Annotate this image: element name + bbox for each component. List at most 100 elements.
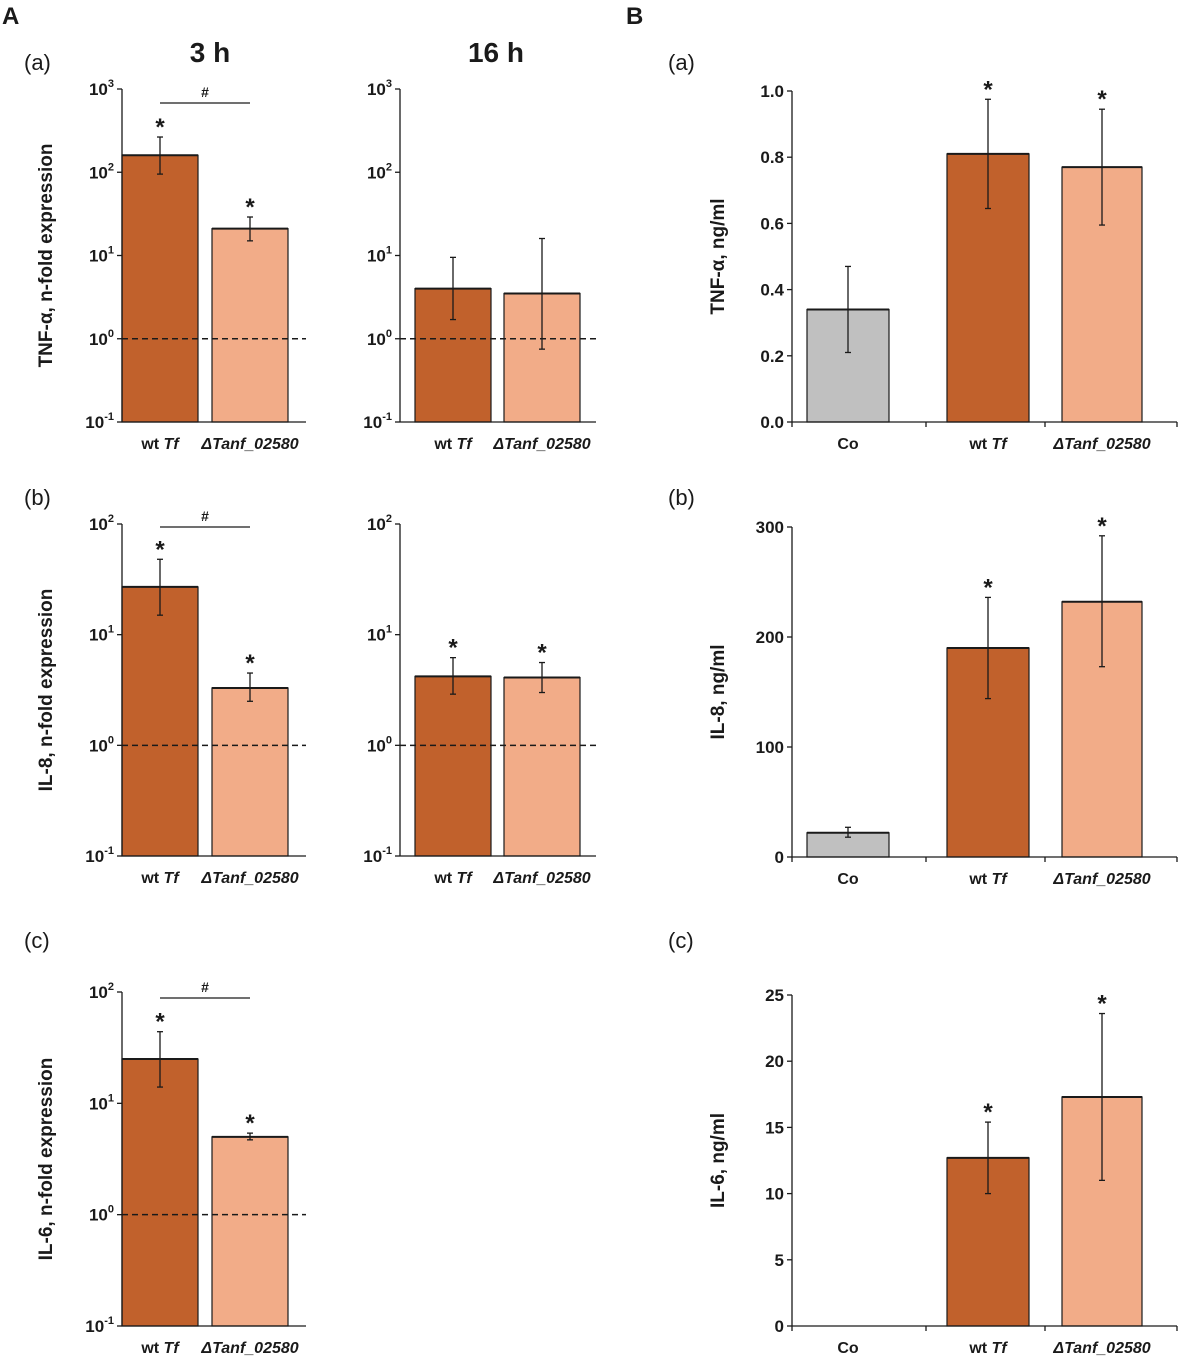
category-label: wt Tf: [140, 1340, 180, 1357]
y-tick-label: 100: [367, 328, 392, 349]
category-label: wt Tf: [140, 870, 180, 887]
significance-star: *: [245, 194, 255, 221]
category-label: wt Tf: [968, 436, 1008, 453]
y-tick-label: 102: [367, 513, 392, 534]
category-label: Co: [837, 1340, 859, 1357]
y-tick-label: 100: [89, 734, 114, 755]
y-tick-label: 101: [367, 245, 392, 266]
category-label: ΔTanf_02580: [492, 436, 590, 453]
significance-star: *: [155, 114, 165, 141]
y-axis-label: IL-6, n-fold expression: [36, 1058, 57, 1261]
significance-star: *: [537, 640, 547, 667]
y-tick-label: 1.0: [760, 82, 784, 101]
significance-star: *: [155, 1009, 165, 1036]
y-tick-label: 0: [775, 1317, 784, 1336]
y-tick-label: 103: [367, 78, 392, 99]
y-tick-label: 10-1: [363, 845, 392, 866]
time-16h-title: 16 h: [468, 37, 524, 68]
chart-a-b-16h: * * 10-1 100 101 102 wt Tf ΔTanf_02580: [363, 513, 596, 887]
sub-label-c-left: (c): [24, 928, 50, 953]
y-tick-label: 10-1: [85, 411, 114, 432]
y-axis-label: TNF-α, n-fold expression: [36, 144, 57, 368]
significance-star: *: [1097, 86, 1107, 113]
category-label: wt Tf: [968, 871, 1008, 888]
chart-b-c: * * 0 5 10 15 20 25 Co wt Tf ΔTanf_02580 IL-6, ng/m…: [708, 986, 1178, 1357]
category-label: Co: [837, 871, 859, 888]
sub-label-b-right: (b): [668, 485, 695, 510]
y-tick-label: 0.8: [760, 148, 784, 167]
panel-b-letter: B: [626, 3, 643, 30]
category-label: ΔTanf_02580: [200, 1340, 298, 1357]
significance-star: *: [983, 574, 993, 601]
y-tick-label: 10-1: [85, 1315, 114, 1336]
significance-star: *: [448, 635, 458, 662]
y-tick-label: 200: [756, 628, 784, 647]
y-axis-label: IL-8, n-fold expression: [36, 589, 57, 792]
y-tick-label: 102: [89, 513, 114, 534]
y-tick-label: 101: [89, 1092, 114, 1113]
y-tick-label: 102: [89, 981, 114, 1002]
significance-star: *: [1097, 991, 1107, 1018]
category-label: wt Tf: [433, 870, 473, 887]
chart-a-c-3h: * * 10-1 100 101 102 wt Tf ΔTanf_02580 IL-6, n-f…: [36, 979, 306, 1357]
y-tick-label: 10-1: [363, 411, 392, 432]
category-label: wt Tf: [433, 436, 473, 453]
bar: [503, 676, 581, 857]
sub-label-b-left: (b): [24, 485, 51, 510]
bar: [121, 586, 199, 857]
y-tick-label: 0.4: [760, 281, 784, 300]
significance-star: *: [245, 650, 255, 677]
category-label: ΔTanf_02580: [200, 436, 298, 453]
y-tick-label: 101: [89, 245, 114, 266]
category-label: Co: [837, 436, 859, 453]
bar: [946, 1157, 1030, 1327]
comparison-hash: #: [201, 508, 209, 524]
time-3h-title: 3 h: [190, 37, 230, 68]
y-tick-label: 101: [367, 624, 392, 645]
y-axis-label: IL-8, ng/ml: [708, 645, 729, 740]
bar: [414, 675, 492, 857]
y-tick-label: 102: [89, 161, 114, 182]
significance-star: *: [1097, 513, 1107, 540]
panel-a-letter: A: [2, 3, 19, 30]
category-label: ΔTanf_02580: [1052, 436, 1150, 453]
category-label: wt Tf: [968, 1340, 1008, 1357]
y-tick-label: 10: [765, 1185, 784, 1204]
y-tick-label: 100: [89, 1204, 114, 1225]
sub-label-a-left: (a): [24, 50, 51, 75]
y-tick-label: 20: [765, 1052, 784, 1071]
y-tick-label: 0.2: [760, 347, 784, 366]
y-tick-label: 101: [89, 624, 114, 645]
chart-b-a: * * 0.0 0.2 0.4 0.6 0.8 1.0 Co wt Tf ΔTanf_02580 TN…: [708, 76, 1178, 453]
y-tick-label: 15: [765, 1118, 784, 1137]
category-label: ΔTanf_02580: [1052, 1340, 1150, 1357]
y-tick-label: 10-1: [85, 845, 114, 866]
bar: [211, 1136, 289, 1327]
chart-a-b-3h: * * 10-1 100 101 102 wt Tf ΔTanf_02580 IL-8, n-f…: [36, 508, 306, 887]
significance-star: *: [983, 76, 993, 103]
category-label: ΔTanf_02580: [200, 870, 298, 887]
significance-star: *: [245, 1110, 255, 1137]
comparison-hash: #: [201, 979, 209, 995]
category-label: wt Tf: [140, 436, 180, 453]
y-tick-label: 100: [367, 734, 392, 755]
bar: [211, 228, 289, 423]
y-tick-label: 100: [89, 328, 114, 349]
chart-a-a-3h: * * 10-1 100 101 102 103 wt Tf ΔTanf_02580 TNF-α,…: [36, 78, 306, 453]
y-tick-label: 0.6: [760, 214, 784, 233]
chart-b-b: * * 0 100 200 300 Co wt Tf ΔTanf_02580 IL-8, ng/m…: [708, 513, 1178, 888]
sub-label-c-right: (c): [668, 928, 694, 953]
y-axis-label: IL-6, ng/ml: [708, 1113, 729, 1208]
y-tick-label: 100: [756, 738, 784, 757]
y-tick-label: 5: [775, 1251, 784, 1270]
y-tick-label: 102: [367, 161, 392, 182]
sub-label-a-right: (a): [668, 50, 695, 75]
y-tick-label: 25: [765, 986, 784, 1005]
significance-star: *: [983, 1099, 993, 1126]
y-tick-label: 0: [775, 848, 784, 867]
category-label: ΔTanf_02580: [1052, 871, 1150, 888]
y-tick-label: 103: [89, 78, 114, 99]
bar: [121, 1058, 199, 1327]
